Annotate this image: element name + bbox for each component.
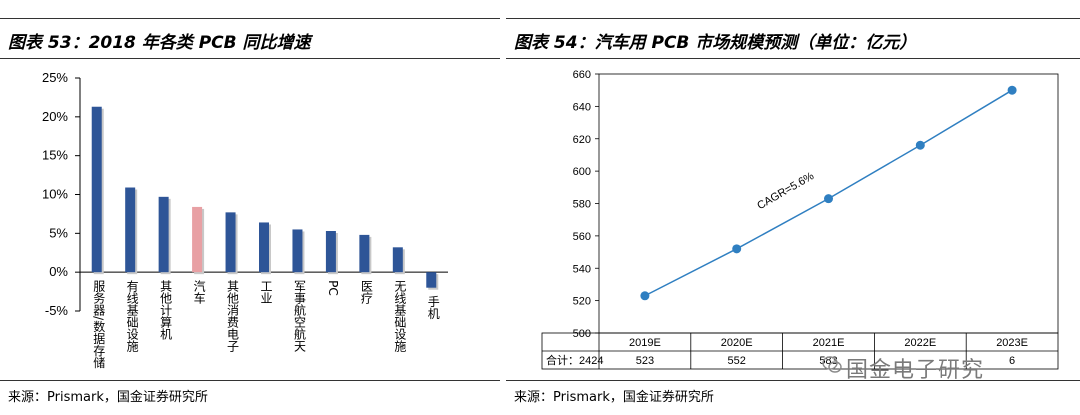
y-tick-label: 640 xyxy=(573,101,591,113)
bar-chart-axis: 25% 20% 15% 10% 5% 0% -5% xyxy=(42,70,448,318)
top-rule xyxy=(506,18,1080,19)
right-chart-title: 图表 54：汽车用 PCB 市场规模预测（单位：亿元） xyxy=(514,33,917,53)
left-chart-panel: 图表 53：2018 年各类 PCB 同比增速 25% 20% 15% 10% 5% 0%… xyxy=(0,0,500,415)
y-tick-label: 20% xyxy=(42,109,68,124)
y-tick-label: 5% xyxy=(49,225,68,240)
data-point xyxy=(915,140,925,150)
left-source: 来源：Prismark，国金证券研究所 xyxy=(8,390,208,405)
data-point xyxy=(640,291,650,301)
watermark: 国金电子研究 xyxy=(846,358,985,383)
category-label: PC xyxy=(326,280,340,296)
bar-chart-categories: 服务器/数据存储 有线基础设施 其他计算机 汽车 其他消费电子 工业 军事航空航天 PC 医疗无… xyxy=(92,279,441,368)
data-point xyxy=(1007,85,1017,95)
wechat-icon xyxy=(822,356,842,373)
cagr-annotation: CAGR=5.6% xyxy=(755,170,816,212)
line-chart: 500 520 540 560 580 600 620 640 660 CAGR=5.6% 20… xyxy=(541,69,1059,370)
series-line xyxy=(644,89,1013,297)
source-rule xyxy=(0,380,500,381)
y-tick-label: 560 xyxy=(573,231,591,243)
table-value-cell: 523 xyxy=(636,355,654,367)
table-header-cell: 2023E xyxy=(996,337,1028,349)
table-row-label: 合计：2424 xyxy=(546,353,603,367)
category-label: 服务器/数据存储 xyxy=(92,280,106,368)
y-tick-label: -5% xyxy=(45,303,69,318)
table-header-cell: 2020E xyxy=(721,337,753,349)
category-label: 工业 xyxy=(259,280,273,304)
y-tick-label: 10% xyxy=(42,187,68,202)
bar xyxy=(292,229,303,273)
y-tick-label: 15% xyxy=(42,148,68,163)
bar xyxy=(91,106,102,273)
category-label: 无线基础设施 xyxy=(393,280,407,352)
bar xyxy=(158,196,169,273)
line-chart-series: CAGR=5.6% xyxy=(640,85,1017,301)
table-header-cell: 2019E xyxy=(629,337,661,349)
title-rule xyxy=(506,58,1080,59)
table-header-cell: 2021E xyxy=(813,337,845,349)
top-rule xyxy=(0,18,500,19)
data-point xyxy=(732,244,742,254)
y-tick-label: 25% xyxy=(42,70,68,85)
bar xyxy=(125,187,136,273)
bar xyxy=(359,234,370,273)
y-tick-label: 520 xyxy=(573,296,591,308)
category-label: 其他消费电子 xyxy=(226,280,240,352)
bar-chart: 25% 20% 15% 10% 5% 0% -5% 服务器/数据存储 有线基础设施 其他计算机 汽… xyxy=(42,70,448,368)
bar xyxy=(392,247,403,273)
category-label: 医疗 xyxy=(359,280,373,305)
bar xyxy=(259,222,269,273)
table-value-cell: 6 xyxy=(1009,355,1015,367)
left-chart-title: 图表 53：2018 年各类 PCB 同比增速 xyxy=(8,33,311,53)
data-point xyxy=(824,194,833,204)
y-tick-label: 0% xyxy=(49,264,68,279)
bar xyxy=(325,231,336,273)
y-tick-label: 580 xyxy=(573,199,591,211)
y-tick-label: 660 xyxy=(573,69,591,81)
bar xyxy=(426,272,437,288)
title-rule xyxy=(0,58,500,59)
source-rule xyxy=(506,380,1080,381)
category-label: 军事航空航天 xyxy=(292,280,306,352)
y-tick-label: 600 xyxy=(573,166,591,178)
y-tick-label: 620 xyxy=(573,134,591,146)
bar xyxy=(192,206,203,273)
category-label: 有线基础设施 xyxy=(125,280,139,352)
bar-chart-bars xyxy=(91,106,439,290)
category-label: 其他计算机 xyxy=(159,280,173,340)
table-value-cell: 552 xyxy=(728,355,746,367)
category-label: 汽车 xyxy=(192,279,206,305)
category-label: 手机 xyxy=(426,295,440,319)
table-header-cell: 2022E xyxy=(904,337,936,349)
y-tick-label: 540 xyxy=(573,263,591,275)
plot-frame xyxy=(598,73,1059,334)
right-chart-panel: 图表 54：汽车用 PCB 市场规模预测（单位：亿元） 500 520 540 560… xyxy=(506,0,1080,415)
y-tick-label: 500 xyxy=(573,328,591,340)
right-source: 来源：Prismark，国金证券研究所 xyxy=(514,390,714,405)
bar xyxy=(225,212,236,273)
